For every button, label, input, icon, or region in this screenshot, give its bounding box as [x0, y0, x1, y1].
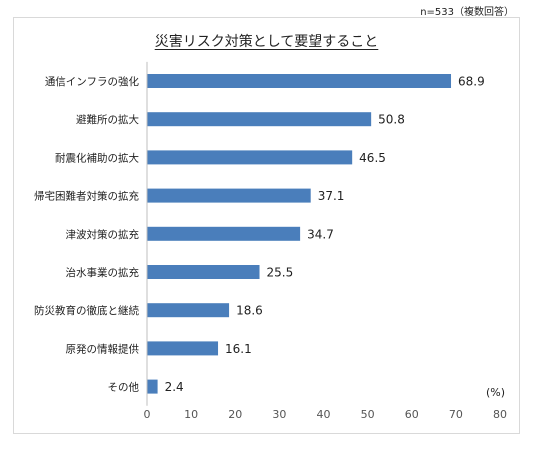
value-label: 2.4 — [165, 380, 184, 394]
x-tick-label: 30 — [272, 408, 286, 421]
value-label: 37.1 — [318, 189, 345, 203]
sample-size-note: n=533（複数回答） — [420, 7, 514, 18]
bar-8 — [147, 379, 158, 394]
bar-2 — [147, 150, 353, 165]
category-label: 治水事業の拡充 — [66, 266, 140, 279]
value-label: 68.9 — [458, 75, 485, 89]
x-tick-label: 20 — [228, 408, 242, 421]
x-tick-label: 10 — [184, 408, 198, 421]
x-tick-label: 60 — [405, 408, 419, 421]
x-tick-label: 40 — [317, 408, 331, 421]
bar-4 — [147, 226, 301, 241]
bar-1 — [147, 112, 372, 127]
bar-5 — [147, 265, 260, 279]
category-label: 通信インフラの強化 — [45, 75, 140, 88]
value-label: 50.8 — [378, 113, 405, 127]
chart-title: 災害リスク対策として要望すること — [154, 34, 379, 50]
category-label: 原発の情報提供 — [66, 342, 140, 355]
bar-0 — [147, 74, 452, 88]
category-label: 帰宅困難者対策の拡充 — [34, 190, 139, 203]
bar-3 — [147, 188, 311, 203]
x-axis-ticks: 0 10 20 30 40 50 60 70 80 — [144, 408, 508, 421]
bar-6 — [147, 303, 230, 318]
category-label: 津波対策の拡充 — [66, 228, 140, 241]
value-label: 46.5 — [359, 151, 386, 165]
category-label: 耐震化補助の拡大 — [55, 151, 139, 164]
value-label: 18.6 — [236, 304, 263, 318]
category-label: 避難所の拡大 — [76, 113, 139, 126]
x-tick-label: 50 — [361, 408, 375, 421]
labels-group: 通信インフラの強化 68.9 避難所の拡大 50.8 耐震化補助の拡大 46.5 帰宅困難者… — [34, 75, 485, 395]
x-tick-label: 70 — [449, 408, 463, 421]
x-tick-label: 80 — [493, 408, 507, 421]
category-label: その他 — [108, 381, 140, 394]
value-label: 25.5 — [267, 266, 294, 280]
bar-7 — [147, 341, 219, 356]
x-axis-unit-label: (%) — [486, 386, 505, 399]
x-tick-label: 0 — [144, 408, 151, 421]
category-label: 防災教育の徹底と継続 — [34, 304, 139, 317]
value-label: 16.1 — [225, 342, 252, 356]
value-label: 34.7 — [307, 227, 334, 241]
bars-group — [147, 74, 452, 394]
